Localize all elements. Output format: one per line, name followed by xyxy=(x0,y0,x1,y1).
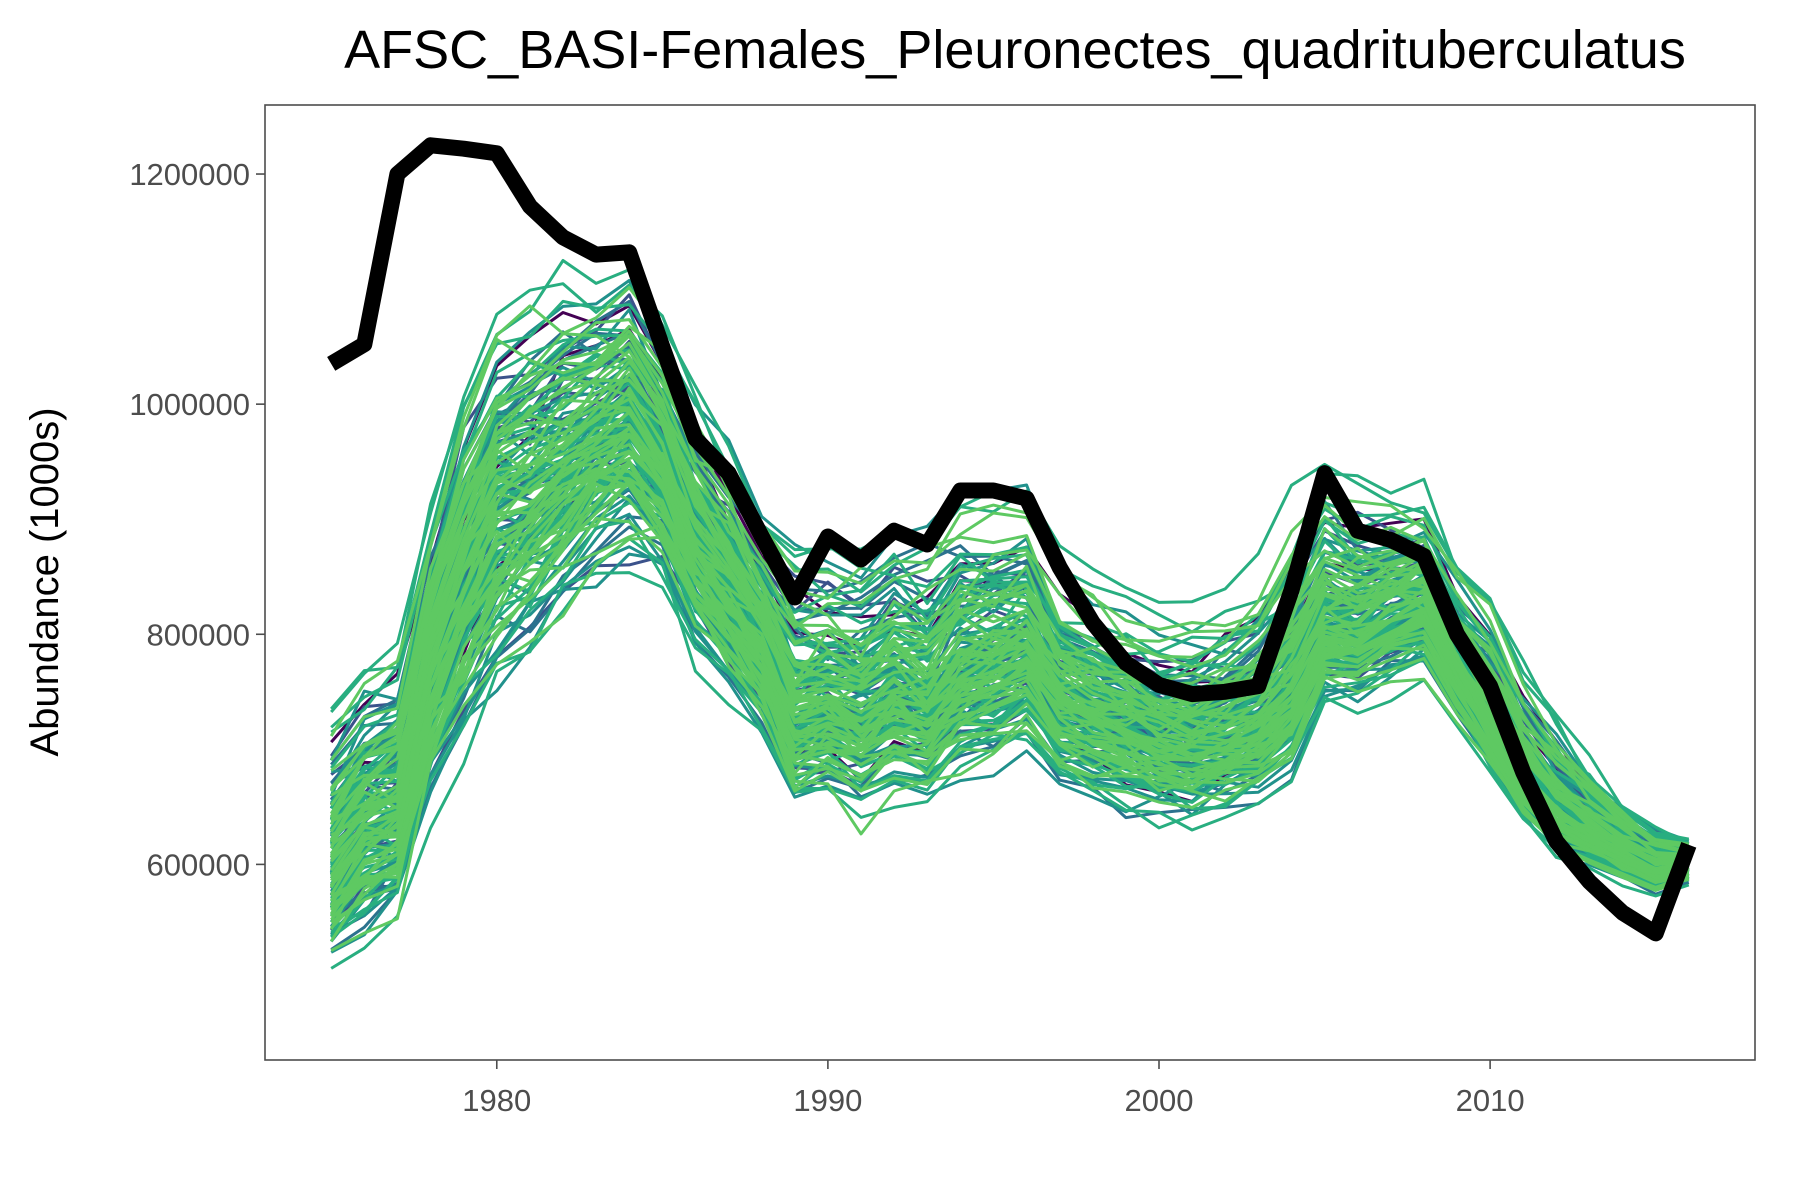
x-tick-label: 1980 xyxy=(462,1083,531,1118)
y-axis-title: Abundance (1000s) xyxy=(23,407,67,756)
x-axis: 1980 1990 2000 2010 xyxy=(462,1060,1525,1118)
simulation-line xyxy=(330,535,1690,952)
x-tick-label: 1990 xyxy=(793,1083,862,1118)
simulation-line xyxy=(329,348,1690,855)
y-axis: 600000 800000 1000000 1200000 xyxy=(129,157,265,882)
x-tick-label: 2010 xyxy=(1456,1083,1525,1118)
simulation-line xyxy=(330,327,1690,848)
simulation-line xyxy=(329,286,1689,849)
simulation-line xyxy=(329,461,1690,902)
observed-series-line xyxy=(327,137,1697,942)
simulation-line xyxy=(330,360,1690,850)
simulation-line xyxy=(330,318,1690,846)
chart-title: AFSC_BASI-Females_Pleuronectes_quadritub… xyxy=(344,20,1686,80)
simulation-line xyxy=(329,522,1690,943)
simulation-line xyxy=(330,397,1689,867)
observed-layer xyxy=(327,137,1697,942)
y-tick-label: 600000 xyxy=(147,847,250,882)
simulation-line xyxy=(329,451,1689,877)
simulation-line xyxy=(330,329,1689,857)
simulation-line xyxy=(330,324,1690,847)
y-tick-label: 1200000 xyxy=(129,157,250,192)
y-tick-label: 800000 xyxy=(147,617,250,652)
x-tick-label: 2000 xyxy=(1125,1083,1194,1118)
simulation-line xyxy=(330,333,1690,850)
simulation-lines xyxy=(329,259,1690,970)
y-tick-label: 1000000 xyxy=(129,387,250,422)
